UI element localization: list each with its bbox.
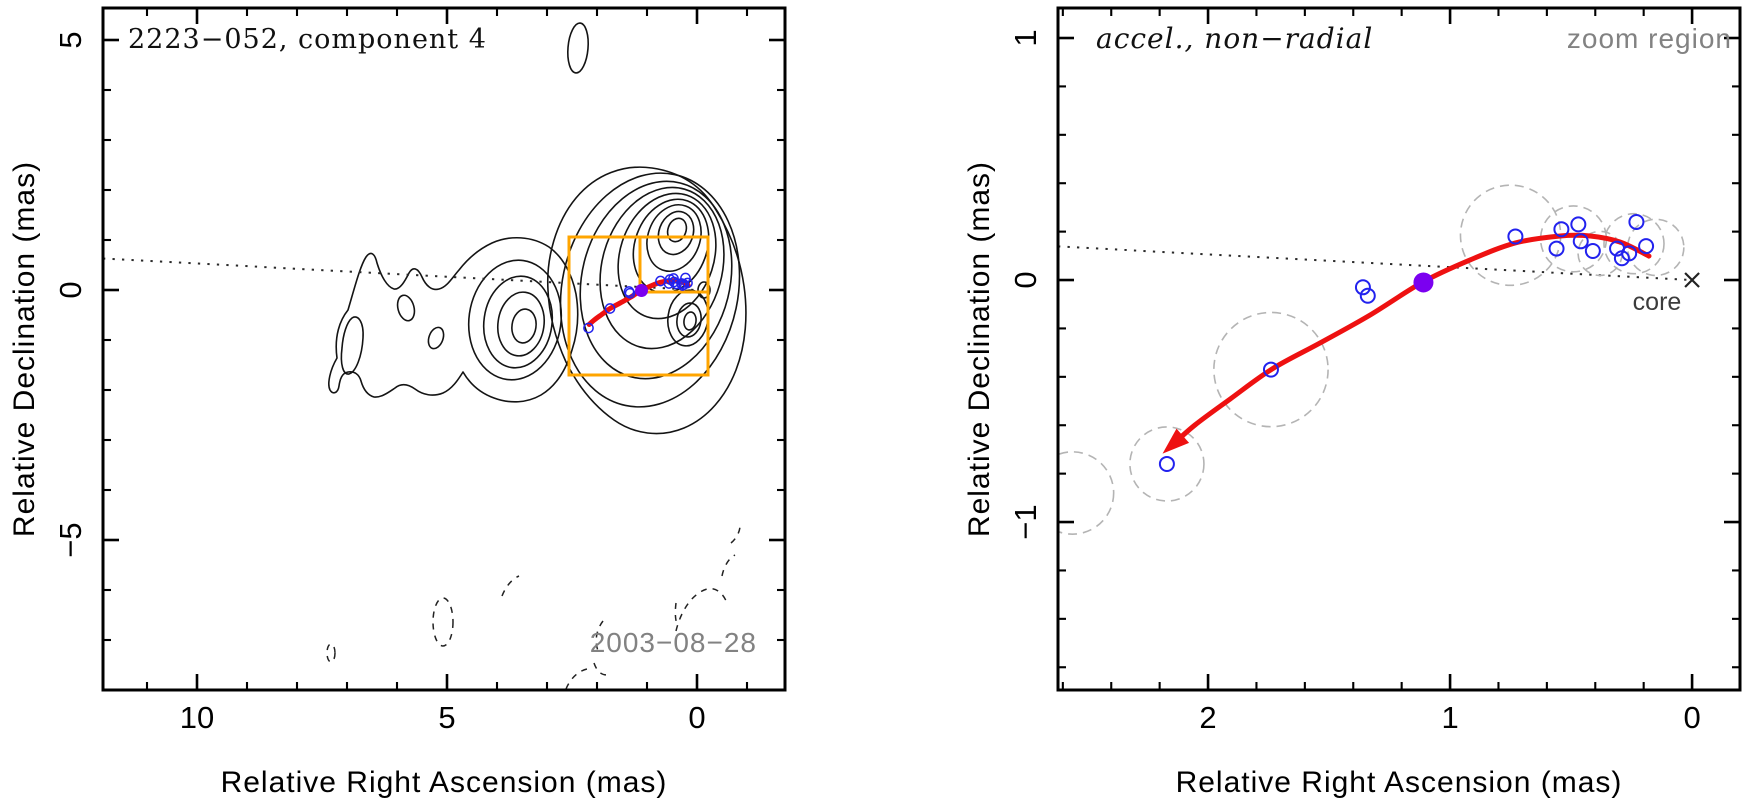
- y-tick-label: 0: [1008, 271, 1043, 288]
- core-contour: [599, 186, 725, 350]
- component-position-circle: [604, 303, 616, 314]
- axis-frame: [1056, 6, 1742, 692]
- error-circle: [1603, 212, 1665, 275]
- secondary-peak-contour: [676, 302, 702, 338]
- component-position-circle: [1584, 242, 1601, 259]
- component-position-circle: [1570, 216, 1587, 233]
- negative-contour: [730, 521, 741, 544]
- y-tick-label: 1: [1008, 29, 1043, 46]
- error-circle: [1213, 311, 1329, 428]
- zoom-region-label: zoom region: [1567, 23, 1732, 54]
- y-tick-label: −5: [53, 522, 88, 557]
- x-tick-label: 1: [1441, 700, 1458, 735]
- component-position-circle: [1359, 287, 1376, 304]
- x-tick-label: 10: [180, 700, 214, 735]
- core-contour: [579, 180, 733, 380]
- blob-contour: [511, 308, 537, 344]
- left-panel-data-layer: [104, 235, 710, 377]
- component-position-circle: [583, 322, 594, 334]
- core-contour: [617, 192, 717, 320]
- left-yaxis-title: Relative Declination (mas): [8, 161, 41, 537]
- component-position-circle: [682, 277, 693, 289]
- y-tick-label: −1: [1008, 504, 1043, 539]
- negative-contour: [432, 597, 454, 647]
- error-circle: [1129, 426, 1205, 502]
- x-tick-label: 0: [1683, 700, 1700, 735]
- component-position-circle: [1572, 233, 1589, 250]
- negative-contour: [326, 643, 336, 663]
- source-title: 2223−052, component 4: [128, 24, 487, 55]
- component-position-circle: [680, 272, 691, 284]
- epoch-date-label: 2003−08−28: [590, 627, 757, 658]
- core-peak-contour: [646, 204, 702, 272]
- blob-contour: [496, 291, 546, 357]
- negative-contour: [593, 662, 611, 676]
- secondary-peak-contour: [683, 311, 697, 331]
- position-angle-dotted-line: [1059, 245, 1693, 282]
- error-circle: [1459, 184, 1562, 287]
- negative-contour: [674, 602, 678, 626]
- core-cross-marker: [1684, 272, 1700, 288]
- current-epoch-marker: [635, 284, 648, 297]
- core-outer-contour: [546, 166, 747, 435]
- component-position-circle: [624, 287, 636, 299]
- negative-contour: [721, 554, 736, 577]
- position-angle-dotted-line: [104, 257, 698, 291]
- core-label: core: [1633, 288, 1682, 316]
- motion-type-annotation: accel., non−radial: [1096, 22, 1373, 55]
- jet-inner-contour: [427, 326, 445, 350]
- small-contour: [697, 281, 711, 299]
- component-position-circle: [1621, 245, 1638, 262]
- component-position-circle: [1548, 240, 1565, 257]
- component-position-circle: [1638, 238, 1655, 255]
- component-position-circle: [1553, 221, 1570, 238]
- x-tick-label: 2: [1199, 700, 1216, 735]
- core-peak-contour: [657, 210, 695, 256]
- jet-outer-contour: [328, 237, 579, 403]
- y-tick-label: 5: [53, 31, 88, 48]
- x-tick-label: 0: [688, 700, 705, 735]
- current-epoch-marker: [1413, 272, 1434, 293]
- negative-contour: [501, 575, 520, 597]
- error-circle: [1059, 451, 1115, 535]
- zoom-box: [638, 235, 710, 294]
- blob-contour: [467, 259, 563, 381]
- right-yaxis-title: Relative Declination (mas): [963, 161, 996, 537]
- negative-contour: [675, 587, 728, 632]
- core-contour: [559, 172, 741, 408]
- negative-contour: [565, 668, 588, 689]
- component-position-circle: [1628, 213, 1645, 230]
- negative-contours: [326, 521, 741, 689]
- component-position-circle: [663, 278, 675, 289]
- component-position-circle: [1354, 279, 1371, 296]
- left-xaxis-title: Relative Right Ascension (mas): [221, 766, 668, 799]
- component-position-circle: [1262, 361, 1279, 378]
- right-xaxis-title: Relative Right Ascension (mas): [1176, 766, 1623, 799]
- axis-frame: [101, 6, 787, 692]
- trajectory-arrowhead: [1162, 428, 1190, 454]
- jet-inner-contour: [340, 316, 364, 375]
- negative-contour: [595, 620, 604, 654]
- axes-layer: 10 5 050−52 1 010−1: [53, 6, 1742, 735]
- component-position-circle: [671, 278, 682, 290]
- x-tick-label: 5: [438, 700, 455, 735]
- jet-inner-contour: [396, 294, 416, 322]
- trajectory-curve: [1167, 232, 1652, 450]
- component-position-circle: [1507, 228, 1524, 245]
- beam-ellipse: [567, 22, 589, 74]
- core-peak-contour: [666, 217, 688, 243]
- y-tick-label: 0: [53, 281, 88, 298]
- right-panel-data-layer: [1059, 184, 1700, 535]
- component-position-circle: [1158, 455, 1175, 472]
- blob-contour: [482, 275, 554, 369]
- radio-contour-map: [326, 22, 747, 689]
